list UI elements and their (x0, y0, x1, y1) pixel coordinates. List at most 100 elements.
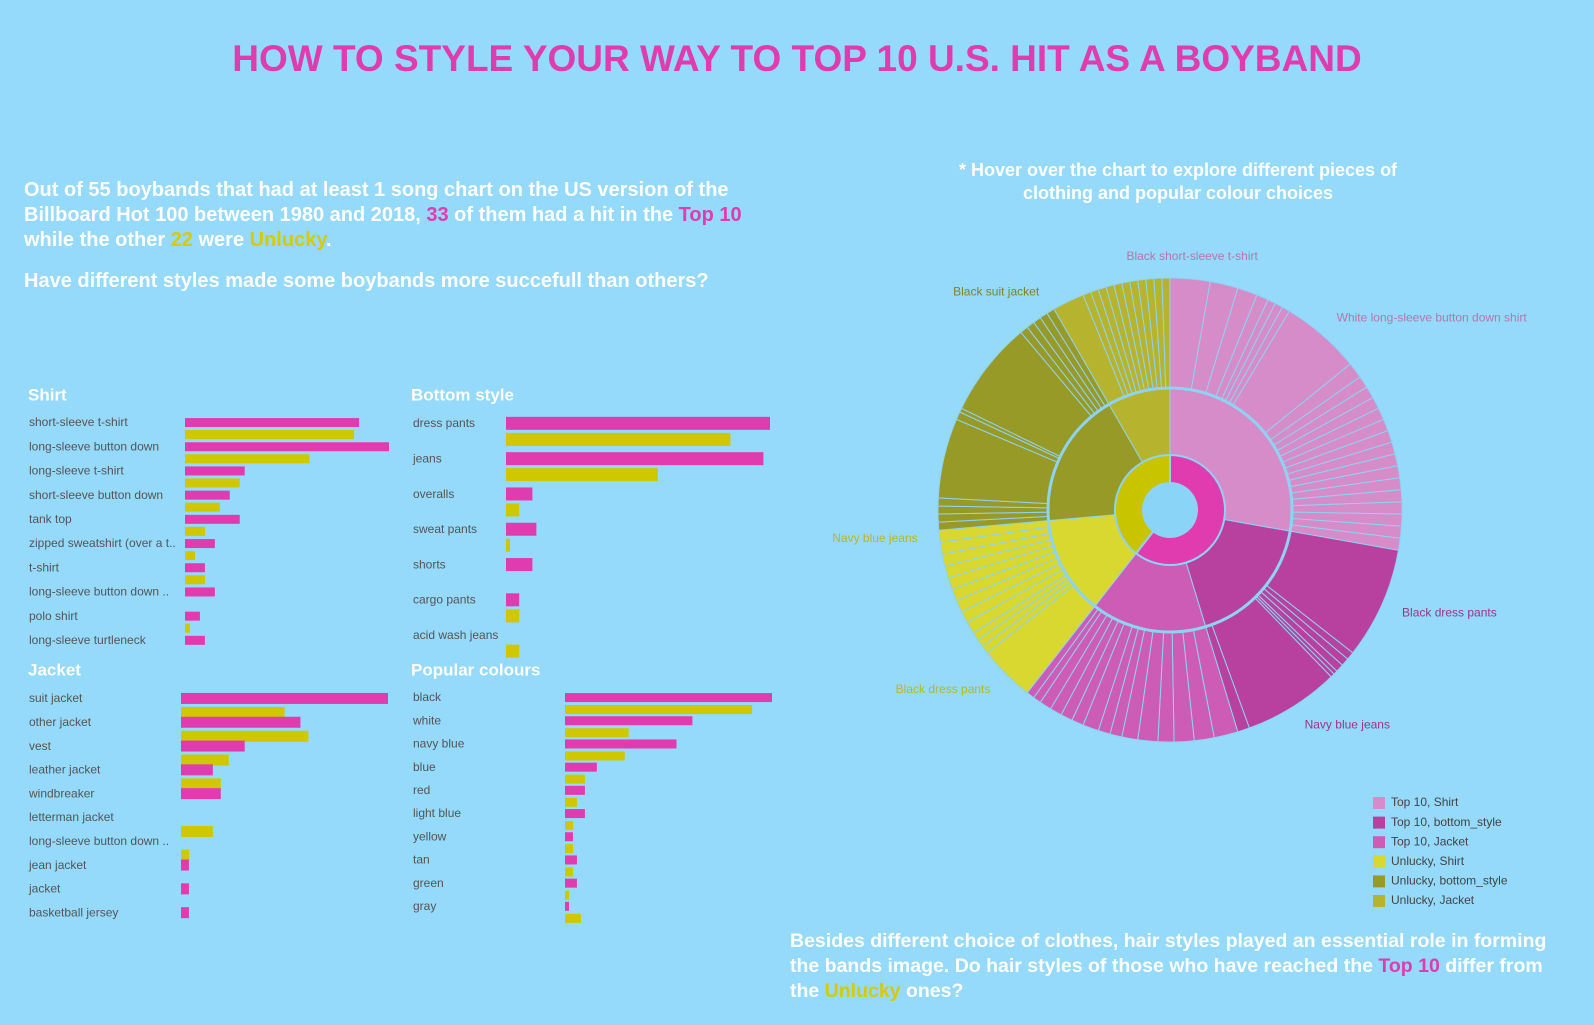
category-label: short-sleeve button down (29, 488, 163, 502)
bar (565, 901, 569, 911)
bar (565, 751, 625, 761)
legend-label: Top 10, Jacket (1391, 834, 1469, 848)
bar (565, 890, 569, 900)
category-label: gray (413, 899, 436, 913)
text: differ from the (790, 955, 1543, 1002)
category-label: vest (29, 739, 52, 753)
legend-swatch (1373, 875, 1385, 888)
text: 33 (426, 204, 449, 226)
text: Out of 55 boybands that had at least 1 s… (24, 179, 729, 226)
bar (506, 432, 731, 446)
sunburst-group[interactable] (1134, 453, 1226, 566)
bar (565, 739, 677, 749)
page-title: HOW TO STYLE YOUR WAY TO TOP 10 U.S. HIT… (232, 38, 1362, 79)
legend-swatch (1373, 855, 1385, 868)
slice-label: Navy blue jeans (1305, 718, 1390, 732)
bar (565, 762, 597, 772)
slice-label: Black dress pants (896, 682, 991, 696)
bar (185, 526, 205, 536)
chart-title: Popular colours (411, 660, 540, 679)
category-label: jean jacket (28, 858, 87, 872)
bar (185, 478, 240, 488)
intro: Out of 55 boybands that had at least 1 s… (24, 178, 794, 253)
bar (181, 754, 229, 766)
bar (181, 730, 309, 742)
text: . (325, 229, 332, 251)
category-label: shorts (413, 557, 446, 571)
sunburst-group[interactable] (1114, 453, 1171, 555)
bar (506, 503, 520, 517)
text: 22 (170, 229, 193, 251)
chart-title: Jacket (28, 660, 81, 679)
category-label: basketball jersey (29, 905, 118, 919)
category-label: blue (413, 760, 436, 774)
bar (565, 855, 577, 865)
category-label: tank top (29, 512, 72, 526)
category-label: cargo pants (413, 593, 476, 607)
bar (185, 490, 230, 500)
bar (565, 705, 753, 715)
slice-label: Black short-sleeve t-shirt (1126, 249, 1258, 263)
legend-swatch (1373, 797, 1385, 809)
slice-label: White long-sleeve button down shirt (1337, 310, 1528, 324)
bar (181, 859, 189, 871)
bar (506, 593, 520, 607)
bar (506, 487, 533, 501)
bar (185, 611, 200, 621)
bar (185, 635, 205, 645)
bar (181, 778, 221, 790)
category-label: long-sleeve button down .. (29, 585, 169, 599)
bar (565, 878, 577, 888)
bar (565, 832, 573, 842)
slice-label: Navy blue jeans (832, 531, 917, 545)
category-label: jacket (28, 882, 61, 896)
text: Besides different choice of clothes, hai… (790, 930, 1547, 977)
legend-swatch (1373, 816, 1385, 829)
category-label: yellow (413, 829, 447, 843)
bar (506, 452, 764, 466)
legend-swatch (1373, 836, 1385, 849)
bar (185, 575, 205, 585)
text: while the other (24, 229, 171, 251)
bar (565, 797, 577, 807)
category-label: white (412, 713, 441, 727)
bar (185, 587, 215, 597)
bar (506, 416, 770, 430)
category-label: zipped sweatshirt (over a t.. (29, 536, 176, 550)
category-label: t-shirt (29, 560, 60, 574)
legend-label: Unlucky, Shirt (1391, 854, 1465, 868)
text: Unlucky (824, 980, 901, 1002)
category-label: navy blue (413, 737, 465, 751)
category-label: long-sleeve button down .. (29, 834, 169, 848)
chart-title: Bottom style (411, 385, 514, 404)
hover-note: * Hover over the chart to explore differ… (958, 160, 1398, 203)
bar (185, 466, 245, 476)
bar (185, 514, 240, 524)
bar (181, 716, 301, 728)
legend-label: Top 10, Shirt (1391, 795, 1459, 809)
bar (181, 825, 213, 837)
bar (185, 418, 360, 428)
category-label: long-sleeve t-shirt (29, 464, 124, 478)
bar (565, 809, 585, 819)
bar (565, 774, 585, 784)
bar (181, 692, 388, 704)
bar (185, 563, 205, 573)
bar (565, 785, 585, 795)
charts: Shirt short-sleeve t-shirt long-sleeve but… (28, 249, 1528, 923)
category-label: light blue (413, 806, 461, 820)
legend-swatch (1373, 895, 1385, 907)
bar (565, 867, 573, 877)
bar (565, 716, 693, 726)
bar (565, 693, 772, 703)
bar (565, 913, 581, 923)
bar (565, 728, 629, 738)
bar (185, 539, 215, 549)
category-label: dress pants (413, 416, 475, 430)
text: of them had a hit in the (448, 204, 679, 226)
outro: Besides different choice of clothes, hai… (790, 929, 1550, 1004)
text: Top 10 (1378, 955, 1440, 977)
category-label: acid wash jeans (413, 628, 498, 642)
bar (565, 844, 573, 854)
